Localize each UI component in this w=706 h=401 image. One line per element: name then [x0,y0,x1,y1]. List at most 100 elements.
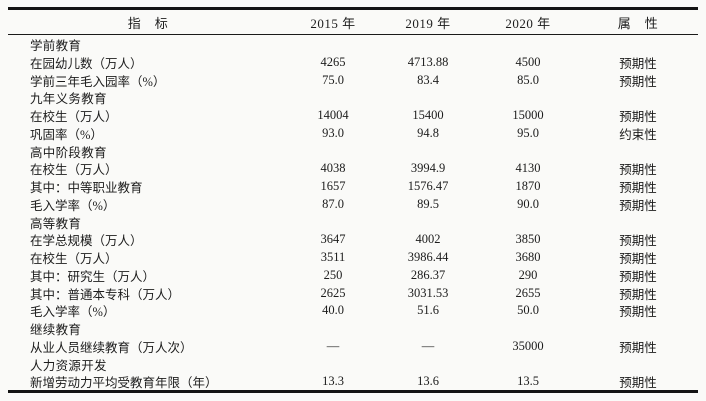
table-row: 其中：研究生（万人） 250 286.37 290 预期性 [8,266,698,284]
value-2020-cell: 1870 [515,179,541,193]
value-2019-cell: 3986.44 [407,250,449,264]
value-2020-cell: 35000 [512,338,544,353]
attribute-cell: 预期性 [619,181,657,195]
value-2020-cell: 90.0 [517,196,539,211]
indicator-cell: 高等教育 [30,216,82,231]
value-2015-cell: 2625 [320,285,346,300]
table-row: 在校生（万人） 14004 15400 15000 预期性 [8,106,698,124]
value-2019-cell: 51.6 [417,303,439,318]
indicator-cell: 在校生（万人） [30,110,118,124]
table-row: 学前三年毛入园率（%） 75.0 83.4 85.0 预期性 [8,71,698,89]
value-2020-cell: 4500 [515,54,541,69]
value-2015-cell: 75.0 [322,72,344,87]
value-2015-cell: 1657 [320,179,346,193]
value-2015-cell: 4265 [320,54,346,69]
value-2019-cell: 4713.88 [407,54,449,69]
indicator-cell: 人力资源开发 [30,358,107,373]
value-2020-cell: 2655 [515,285,541,300]
indicator-cell: 在校生（万人） [30,252,118,266]
value-2015-cell: 3511 [320,250,346,264]
table-row: 在园幼儿数（万人） 4265 4713.88 4500 预期性 [8,53,698,71]
table-row: 巩固率（%） 93.0 94.8 95.0 约束性 [8,124,698,142]
attribute-cell: 预期性 [619,269,657,284]
table-row: 新增劳动力平均受教育年限（年） 13.3 13.6 13.5 预期性 [8,372,698,390]
value-2015-cell: 13.3 [322,374,344,389]
table-body: 学前教育 在园幼儿数（万人） 4265 4713.88 4500 预期性 学前三年毛入园率（… [8,35,698,390]
indicator-cell: 毛入学率（%） [30,198,116,213]
value-2020-cell: 95.0 [517,125,539,140]
table-row: 在校生（万人） 4038 3994.9 4130 预期性 [8,159,698,177]
value-2020-cell: 50.0 [517,303,539,318]
indicator-cell: 巩固率（%） [30,127,103,142]
value-2019-cell: 94.8 [417,125,439,140]
attribute-cell: 预期性 [619,234,657,249]
table-row: 在校生（万人） 3511 3986.44 3680 预期性 [8,248,698,266]
value-2019-cell: 15400 [412,108,444,122]
attribute-cell: 预期性 [619,340,657,355]
value-2020-cell: 4130 [515,161,541,176]
table-row: 从业人员继续教育（万人次） — — 35000 预期性 [8,337,698,355]
value-2019-cell: 3994.9 [410,161,446,176]
table-header-row: 指 标 2015 年 2019 年 2020 年 属 性 [8,10,698,35]
value-2020-cell: 13.5 [517,374,539,389]
indicator-cell: 继续教育 [30,323,82,337]
attribute-cell: 预期性 [619,252,657,266]
value-2019-cell: 1576.47 [407,179,449,193]
indicator-cell: 在学总规模（万人） [30,234,143,249]
table-row: 其中：中等职业教育 1657 1576.47 1870 预期性 [8,177,698,195]
table-row: 其中：普通本专科（万人） 2625 3031.53 2655 预期性 [8,284,698,302]
indicator-cell: 在园幼儿数（万人） [30,56,143,71]
value-2019-cell: — [421,338,435,353]
section-row: 继续教育 [8,319,698,337]
section-row: 学前教育 [8,35,698,53]
attribute-cell: 预期性 [619,110,657,124]
attribute-cell: 预期性 [619,74,657,89]
table-row: 在学总规模（万人） 3647 4002 3850 预期性 [8,230,698,248]
value-2019-cell: 13.6 [417,374,439,389]
indicator-cell: 九年义务教育 [30,92,107,107]
value-2015-cell: 40.0 [322,303,344,318]
attribute-cell: 预期性 [619,305,657,320]
indicator-cell: 新增劳动力平均受教育年限（年） [30,376,218,391]
column-header-attribute: 属 性 [617,15,659,31]
attribute-cell: 预期性 [619,198,657,213]
indicator-cell: 毛入学率（%） [30,305,116,320]
indicator-cell: 其中：中等职业教育 [30,181,143,195]
value-2019-cell: 4002 [415,232,441,247]
value-2019-cell: 83.4 [417,72,439,87]
value-2015-cell: 4038 [320,161,346,176]
indicator-cell: 在校生（万人） [30,163,118,178]
value-2015-cell: 93.0 [322,125,344,140]
column-header-2020: 2020 年 [505,15,551,31]
attribute-cell: 预期性 [619,56,657,71]
section-row: 九年义务教育 [8,88,698,106]
value-2020-cell: 3850 [515,232,541,247]
indicator-cell: 学前三年毛入园率（%） [30,74,166,89]
value-2020-cell: 15000 [512,108,544,122]
value-2015-cell: 250 [323,267,343,282]
section-row: 高中阶段教育 [8,142,698,160]
value-2020-cell: 3680 [515,250,541,264]
value-2019-cell: 3031.53 [407,285,449,300]
table-row: 毛入学率（%） 40.0 51.6 50.0 预期性 [8,301,698,319]
indicator-cell: 学前教育 [30,39,82,53]
section-row: 人力资源开发 [8,355,698,373]
section-row: 高等教育 [8,213,698,231]
value-2015-cell: 87.0 [322,196,344,211]
indicator-cell: 高中阶段教育 [30,145,107,160]
attribute-cell: 约束性 [619,127,657,142]
value-2020-cell: 85.0 [517,72,539,87]
attribute-cell: 预期性 [619,376,657,391]
indicator-cell: 其中：研究生（万人） [30,269,156,284]
value-2019-cell: 286.37 [410,267,446,282]
indicator-cell: 从业人员继续教育（万人次） [30,340,193,355]
column-header-2019: 2019 年 [405,15,451,31]
attribute-cell: 预期性 [619,163,657,178]
column-header-indicator: 指 标 [127,15,169,31]
education-indicators-table: 指 标 2015 年 2019 年 2020 年 属 性 学前教育 在园幼儿数（万… [8,7,698,393]
table-row: 毛入学率（%） 87.0 89.5 90.0 预期性 [8,195,698,213]
indicator-cell: 其中：普通本专科（万人） [30,287,181,302]
value-2019-cell: 89.5 [417,196,439,211]
value-2015-cell: 3647 [320,232,346,247]
